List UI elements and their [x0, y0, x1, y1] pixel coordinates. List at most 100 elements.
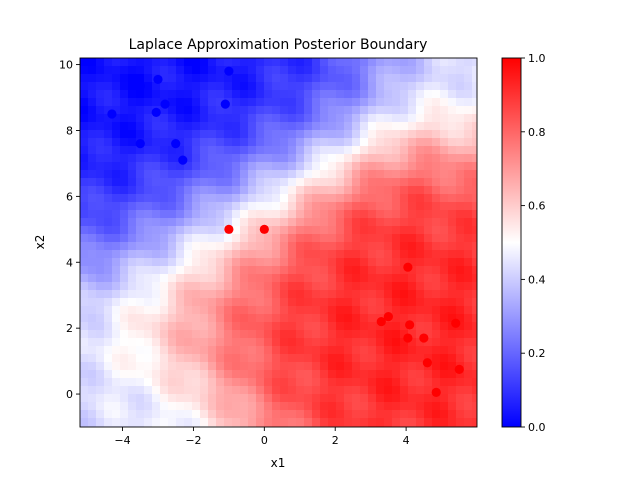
contour-cell: [376, 346, 385, 355]
contour-cell: [400, 274, 409, 283]
contour-cell: [80, 346, 89, 355]
contour-cell: [176, 394, 185, 403]
contour-cell: [152, 402, 161, 411]
contour-cell: [304, 314, 313, 323]
contour-cell: [288, 170, 297, 179]
contour-cell: [200, 58, 209, 67]
contour-cell: [192, 154, 201, 163]
contour-cell: [160, 194, 169, 203]
contour-cell: [384, 178, 393, 187]
contour-cell: [256, 362, 265, 371]
contour-cell: [128, 106, 137, 115]
contour-cell: [288, 226, 297, 235]
contour-cell: [440, 170, 449, 179]
contour-cell: [320, 210, 329, 219]
contour-cell: [352, 418, 361, 427]
contour-cell: [120, 394, 129, 403]
contour-cell: [384, 186, 393, 195]
contour-cell: [328, 66, 337, 75]
contour-cell: [192, 226, 201, 235]
contour-cell: [232, 210, 241, 219]
contour-cell: [80, 122, 89, 131]
contour-cell: [264, 298, 273, 307]
contour-cell: [376, 58, 385, 67]
contour-cell: [440, 226, 449, 235]
contour-cell: [192, 194, 201, 203]
contour-cell: [272, 290, 281, 299]
contour-cell: [96, 82, 105, 91]
contour-cell: [424, 426, 433, 427]
contour-cell: [200, 146, 209, 155]
contour-cell: [192, 282, 201, 291]
contour-cell: [136, 290, 145, 299]
contour-cell: [368, 226, 377, 235]
contour-cell: [152, 306, 161, 315]
contour-cell: [416, 274, 425, 283]
contour-cell: [160, 346, 169, 355]
contour-cell: [88, 290, 97, 299]
contour-cell: [320, 98, 329, 107]
contour-cell: [208, 74, 217, 83]
contour-cell: [184, 258, 193, 267]
contour-cell: [472, 378, 477, 387]
contour-cell: [320, 258, 329, 267]
contour-cell: [232, 178, 241, 187]
contour-cell: [280, 322, 289, 331]
contour-cell: [400, 290, 409, 299]
contour-cell: [200, 82, 209, 91]
contour-cell: [280, 314, 289, 323]
contour-cell: [456, 394, 465, 403]
contour-cell: [336, 90, 345, 99]
contour-cell: [160, 186, 169, 195]
contour-cell: [440, 338, 449, 347]
contour-cell: [256, 410, 265, 419]
contour-cell: [336, 218, 345, 227]
contour-cell: [392, 66, 401, 75]
contour-cell: [352, 410, 361, 419]
contour-cell: [104, 298, 113, 307]
contour-cell: [328, 346, 337, 355]
contour-cell: [360, 290, 369, 299]
contour-cell: [120, 178, 129, 187]
contour-cell: [424, 98, 433, 107]
contour-cell: [312, 242, 321, 251]
contour-cell: [160, 402, 169, 411]
contour-cell: [440, 290, 449, 299]
contour-cell: [304, 378, 313, 387]
contour-cell: [384, 170, 393, 179]
contour-cell: [200, 274, 209, 283]
contour-cell: [400, 98, 409, 107]
contour-cell: [360, 154, 369, 163]
contour-cell: [464, 386, 473, 395]
contour-cell: [368, 90, 377, 99]
contour-cell: [176, 266, 185, 275]
contour-cell: [240, 162, 249, 171]
contour-cell: [88, 226, 97, 235]
contour-cell: [200, 394, 209, 403]
contour-cell: [232, 162, 241, 171]
contour-cell: [440, 298, 449, 307]
contour-cell: [144, 226, 153, 235]
contour-cell: [464, 106, 473, 115]
contour-cell: [208, 378, 217, 387]
contour-cell: [368, 394, 377, 403]
contour-cell: [456, 242, 465, 251]
contour-cell: [384, 210, 393, 219]
contour-cell: [88, 74, 97, 83]
contour-cell: [80, 162, 89, 171]
contour-cell: [240, 74, 249, 83]
contour-cell: [312, 58, 321, 67]
contour-cell: [136, 66, 145, 75]
contour-cell: [416, 114, 425, 123]
contour-cell: [384, 338, 393, 347]
contour-cell: [400, 258, 409, 267]
contour-cell: [208, 346, 217, 355]
contour-cell: [248, 410, 257, 419]
contour-cell: [304, 346, 313, 355]
contour-cell: [144, 82, 153, 91]
contour-cell: [104, 282, 113, 291]
contour-cell: [136, 218, 145, 227]
contour-cell: [144, 106, 153, 115]
contour-cell: [464, 234, 473, 243]
contour-cell: [416, 154, 425, 163]
